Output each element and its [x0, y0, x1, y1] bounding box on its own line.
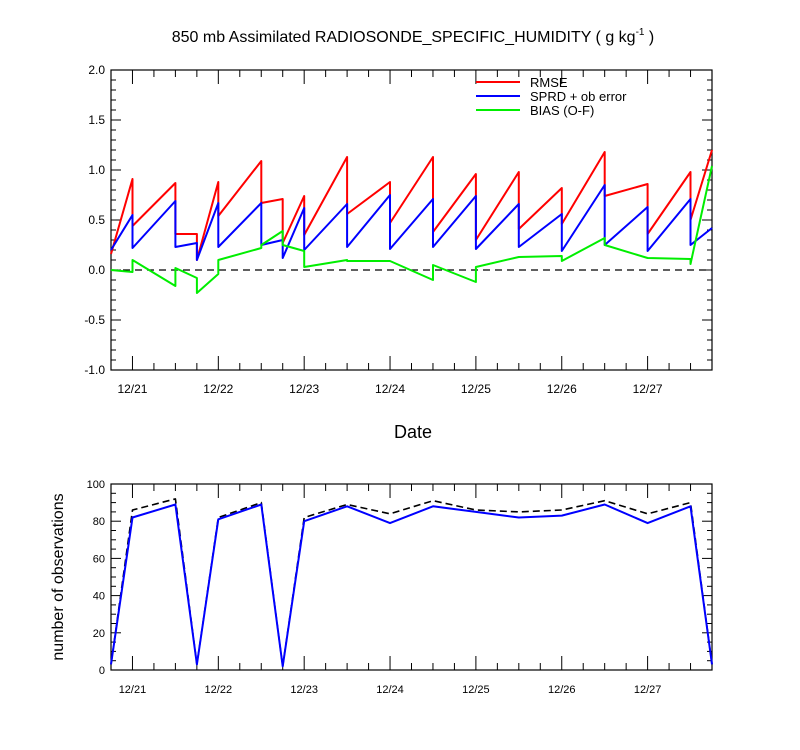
x-tick-label: 12/23	[290, 684, 318, 696]
x-tick-label: 12/26	[547, 382, 577, 396]
y-tick-label: 80	[93, 516, 105, 528]
y-tick-label: -1.0	[84, 363, 105, 377]
series-line-2	[110, 503, 713, 668]
series-line-1	[110, 149, 713, 261]
series-line-1	[110, 498, 713, 668]
chart-title-end: )	[644, 29, 654, 46]
y-tick-label: 2.0	[88, 63, 105, 77]
x-axis-label: Date	[394, 422, 432, 442]
series-line-3	[110, 165, 713, 294]
y-tick-label: 0.5	[88, 213, 105, 227]
x-tick-label: 12/25	[462, 684, 490, 696]
plot-frame	[110, 69, 713, 371]
legend-label-2: SPRD + ob error	[530, 89, 627, 104]
legend-label-3: BIAS (O-F)	[530, 103, 594, 118]
y-tick-label: 40	[93, 591, 105, 603]
x-tick-label: 12/24	[376, 684, 404, 696]
y-tick-label: 0.0	[88, 263, 105, 277]
x-tick-label: 12/22	[203, 382, 233, 396]
chart-title-superscript: -1	[636, 27, 645, 38]
x-tick-label: 12/27	[634, 684, 662, 696]
x-tick-label: 12/23	[289, 382, 319, 396]
chart-title-main: 850 mb Assimilated RADIOSONDE_SPECIFIC_H…	[172, 29, 636, 46]
y-tick-label: 1.0	[88, 163, 105, 177]
y-tick-label: 20	[93, 628, 105, 640]
x-tick-label: 12/24	[375, 382, 405, 396]
x-tick-label: 12/26	[548, 684, 576, 696]
x-tick-label: 12/25	[461, 382, 491, 396]
x-tick-label: 12/22	[205, 684, 233, 696]
y-tick-label: 0	[99, 665, 105, 677]
y-tick-label: 60	[93, 553, 105, 565]
x-tick-label: 12/21	[119, 684, 147, 696]
x-tick-label: 12/21	[117, 382, 147, 396]
bottom-panel: 0 20 40 60 80 100 12/21 12/22 12/23 12/24 12/25 12/…	[87, 479, 713, 696]
top-panel: -1.0 -0.5 0.0 0.5 1.0 1.5 2.0 12/21 12/22 12/23 12…	[84, 63, 713, 396]
x-tick-label: 12/27	[633, 382, 663, 396]
legend-label-1: RMSE	[530, 75, 568, 90]
y-tick-label: 1.5	[88, 113, 105, 127]
series-line-2	[110, 184, 713, 261]
y-tick-label: -0.5	[84, 313, 105, 327]
y-tick-label: 100	[87, 479, 105, 491]
y-axis-label-observations: number of observations	[50, 493, 67, 660]
chart-title: 850 mb Assimilated RADIOSONDE_SPECIFIC_H…	[172, 27, 655, 46]
